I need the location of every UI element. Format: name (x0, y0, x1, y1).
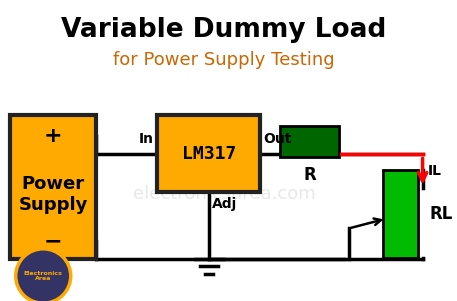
Text: electronicsarea.com: electronicsarea.com (133, 185, 315, 203)
Text: +: + (44, 126, 63, 146)
Bar (383, 170, 418, 258)
Text: Power
Supply: Power Supply (18, 175, 88, 214)
Text: IL: IL (427, 164, 441, 178)
Bar (157, 115, 260, 192)
Text: In: In (138, 132, 153, 146)
Bar (280, 126, 339, 157)
Text: Variable Dummy Load: Variable Dummy Load (61, 17, 387, 43)
Text: Adj: Adj (212, 197, 237, 211)
Text: for Power Supply Testing: for Power Supply Testing (113, 51, 335, 69)
Bar (10, 115, 96, 259)
Text: RL: RL (430, 205, 453, 223)
Text: Electronics
Area: Electronics Area (24, 271, 63, 281)
Text: Out: Out (263, 132, 292, 146)
Text: R: R (303, 166, 316, 184)
Circle shape (16, 249, 71, 301)
Text: −: − (44, 231, 63, 251)
Text: LM317: LM317 (181, 144, 236, 163)
